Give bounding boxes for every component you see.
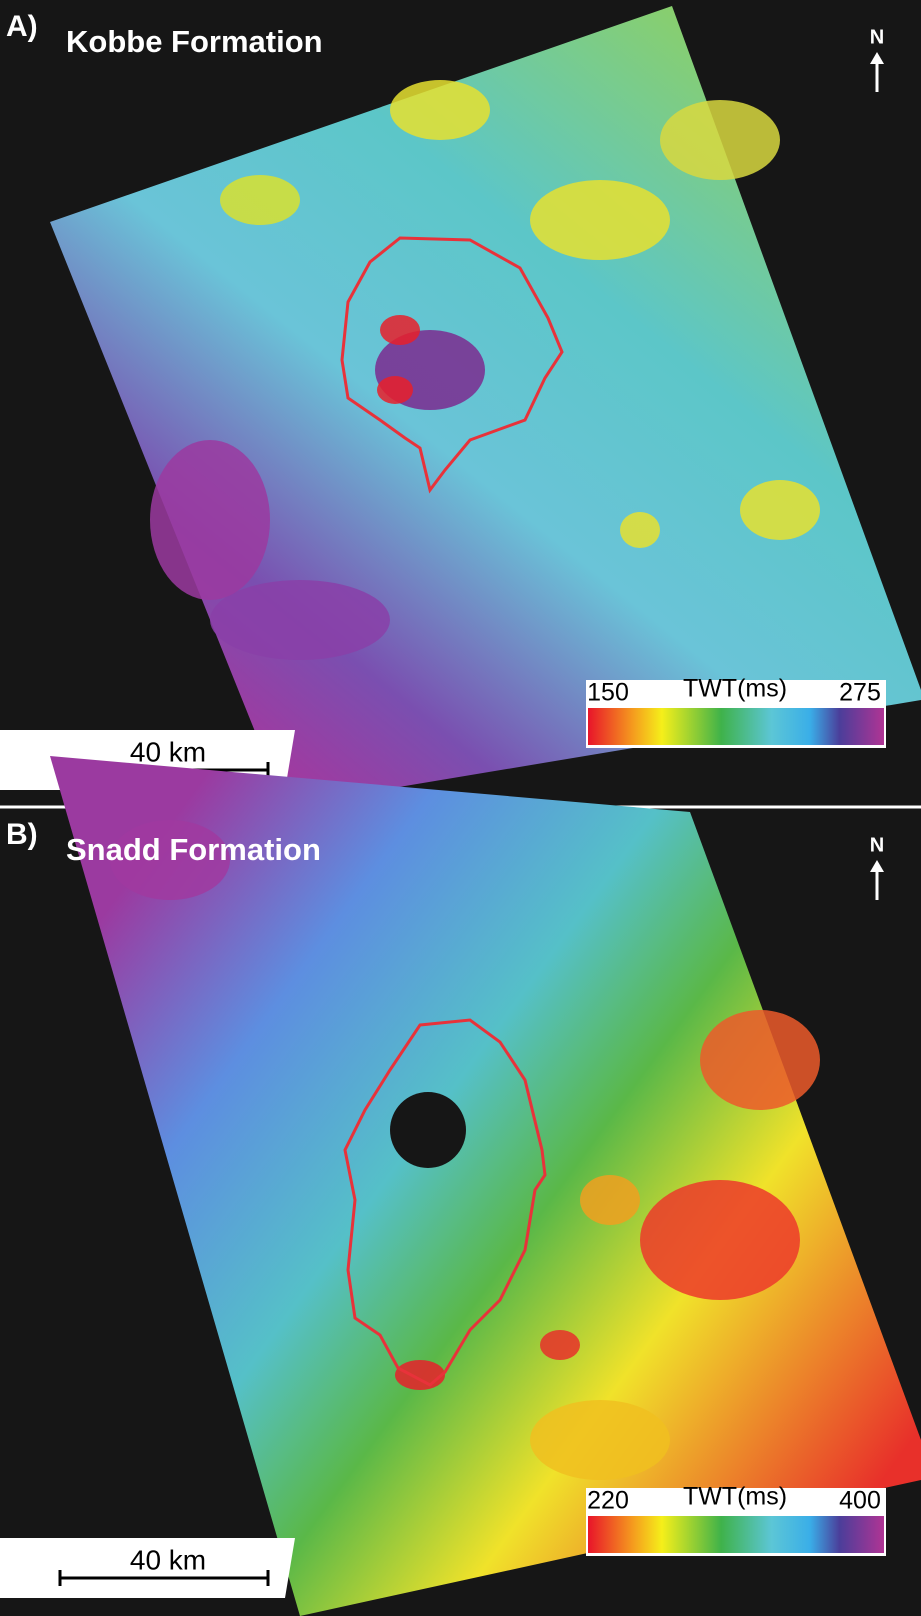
map-anomaly [620,512,660,548]
map-anomaly [395,1360,445,1390]
map-anomaly [150,440,270,600]
panel-label: A) [6,10,38,43]
panel-title: Snadd Formation [66,832,321,867]
colorbar-min: 220 [587,1487,629,1515]
map-anomaly [660,100,780,180]
scale-label: 40 km [130,736,206,767]
map-anomaly [210,580,390,660]
panel-title: Kobbe Formation [66,24,323,59]
colorbar [588,708,884,745]
map-anomaly [700,1010,820,1110]
scale-label: 40 km [130,1544,206,1575]
colorbar-min: 150 [587,679,629,707]
colorbar-max: 400 [839,1487,881,1515]
map-anomaly [540,1330,580,1360]
map-anomaly [530,1400,670,1480]
map-anomaly [390,1092,466,1168]
map-anomaly [220,175,300,225]
map-anomaly [740,480,820,540]
colorbar-max: 275 [839,679,881,707]
figure: A) Kobbe Formation N 150 TWT(ms) 275 40 km B) Sn… [0,0,921,1616]
map-anomaly [390,80,490,140]
north-label: N [870,26,884,48]
colorbar-unit: TWT(ms) [683,675,787,703]
map-anomaly [380,315,420,345]
colorbar [588,1516,884,1553]
map-anomaly [640,1180,800,1300]
colorbar-unit: TWT(ms) [683,1483,787,1511]
map-anomaly [377,376,413,404]
panel-label: B) [6,818,38,851]
map-anomaly [530,180,670,260]
north-label: N [870,834,884,856]
map-anomaly [580,1175,640,1225]
